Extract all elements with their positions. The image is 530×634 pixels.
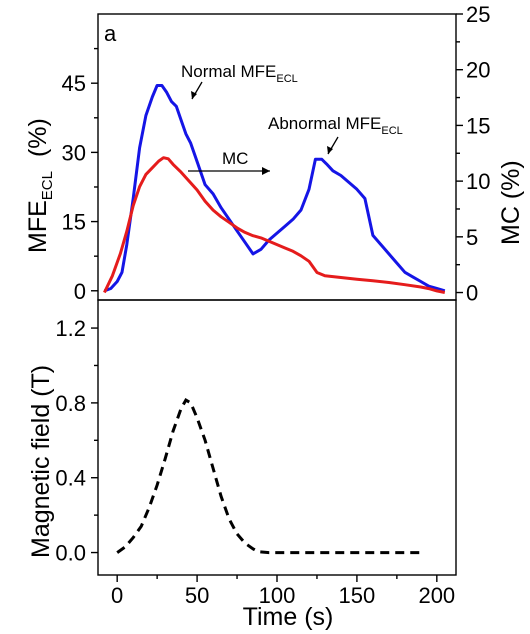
y-axis-title-left-bottom: Magnetic field (T) bbox=[27, 365, 55, 558]
left-bottom-tick-label: 1.2 bbox=[55, 316, 86, 341]
right-axis-ticks: 0 5 10 15 20 25 bbox=[456, 2, 490, 306]
left-axis-ticks-top: 0 15 30 45 bbox=[62, 49, 98, 304]
right-tick-label: 25 bbox=[466, 2, 490, 27]
right-tick-label: 20 bbox=[466, 58, 490, 83]
right-tick-label: 10 bbox=[466, 169, 490, 194]
left-top-tick-label: 45 bbox=[62, 71, 86, 96]
x-tick-label: 150 bbox=[339, 583, 376, 608]
y-axis-title-left-top: MFEECL(%) bbox=[24, 118, 56, 253]
top-panel-frame bbox=[98, 14, 456, 300]
left-bottom-tick-label: 0.8 bbox=[55, 391, 86, 416]
annotation-mc: MC bbox=[222, 149, 248, 168]
left-bottom-tick-label: 0.4 bbox=[55, 466, 86, 491]
left-top-tick-label: 0 bbox=[74, 279, 86, 304]
left-top-tick-label: 15 bbox=[62, 210, 86, 235]
x-tick-label: 200 bbox=[418, 583, 455, 608]
x-axis-title: Time (s) bbox=[243, 603, 334, 631]
panel-label: a bbox=[104, 21, 117, 46]
left-top-tick-label: 30 bbox=[62, 140, 86, 165]
right-tick-label: 5 bbox=[466, 225, 478, 250]
annotation-arrowhead-mc bbox=[262, 167, 270, 175]
x-tick-label: 0 bbox=[111, 583, 123, 608]
left-axis-ticks-bottom: 0.0 0.4 0.8 1.2 bbox=[55, 316, 98, 565]
right-tick-label: 15 bbox=[466, 113, 490, 138]
annotation-abnormal-mfe: Abnormal MFEECL bbox=[268, 114, 403, 137]
y-axis-title-right: MC (%) bbox=[497, 160, 525, 245]
bottom-panel-frame bbox=[98, 300, 456, 575]
series-line-magnetic-field bbox=[117, 400, 421, 552]
left-bottom-tick-label: 0.0 bbox=[55, 541, 86, 566]
right-tick-label: 0 bbox=[466, 281, 478, 306]
x-tick-label: 50 bbox=[185, 583, 209, 608]
annotation-normal-mfe: Normal MFEECL bbox=[181, 62, 298, 85]
series-line-mc bbox=[104, 158, 444, 293]
